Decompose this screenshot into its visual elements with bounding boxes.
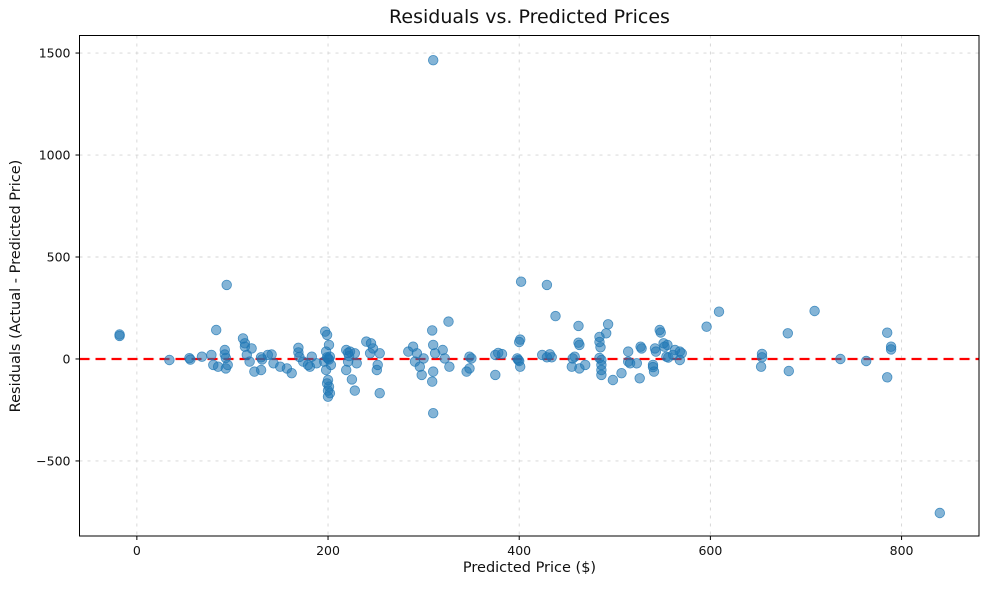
data-point <box>196 351 208 362</box>
data-point <box>602 319 614 330</box>
data-point <box>882 327 893 338</box>
data-point <box>809 305 820 317</box>
data-point <box>351 358 362 369</box>
data-point <box>674 354 686 366</box>
data-point <box>648 366 660 377</box>
data-point <box>444 361 455 372</box>
data-point <box>464 363 475 374</box>
data-point <box>437 344 448 356</box>
y-tick-label: 0 <box>63 351 71 366</box>
data-point <box>783 365 795 377</box>
data-point <box>934 507 946 519</box>
data-point <box>427 376 438 387</box>
data-point <box>636 343 647 354</box>
x-tick-label: 600 <box>698 543 722 558</box>
data-point <box>428 339 439 351</box>
data-point <box>286 368 297 379</box>
data-point <box>515 276 527 287</box>
data-point <box>755 361 767 372</box>
data-point <box>371 364 383 376</box>
data-point <box>595 342 606 353</box>
data-point <box>206 349 217 361</box>
data-point <box>514 336 525 348</box>
data-point <box>882 372 893 383</box>
y-tick-label: 1500 <box>39 46 71 61</box>
data-point <box>427 325 438 336</box>
x-tick-label: 400 <box>507 543 531 558</box>
data-point <box>222 359 233 371</box>
data-point <box>255 364 267 376</box>
data-point <box>114 330 125 342</box>
data-point <box>164 354 175 366</box>
data-point <box>244 356 255 367</box>
data-point <box>418 353 429 364</box>
chart-title: Residuals vs. Predicted Prices <box>389 6 670 28</box>
data-point <box>623 346 634 357</box>
data-point <box>342 356 354 367</box>
data-point <box>266 349 277 360</box>
data-point <box>349 385 361 396</box>
data-point <box>221 279 232 291</box>
data-point <box>601 328 612 339</box>
x-axis-label: Predicted Price ($) <box>462 560 597 576</box>
data-point <box>439 353 450 364</box>
data-point <box>616 368 627 379</box>
data-point <box>320 364 332 376</box>
data-point <box>443 316 454 327</box>
data-point <box>701 321 712 332</box>
data-point <box>349 348 361 359</box>
data-point <box>496 348 508 360</box>
plot-frame <box>79 35 980 537</box>
x-tick-label: 800 <box>890 543 914 558</box>
data-point <box>655 327 666 338</box>
data-point <box>515 361 526 372</box>
data-point <box>541 279 553 291</box>
data-point <box>374 348 385 359</box>
data-point <box>428 408 439 419</box>
x-tick-label: 0 <box>133 543 141 558</box>
data-point <box>756 352 768 363</box>
data-point <box>574 339 585 351</box>
data-point <box>634 373 645 384</box>
data-point <box>713 306 725 317</box>
data-point <box>466 353 477 364</box>
data-point <box>573 320 584 332</box>
data-point <box>782 328 794 339</box>
y-axis-label: Residuals (Actual - Predicted Price) <box>8 159 24 413</box>
data-point <box>861 355 872 367</box>
data-point <box>885 344 897 355</box>
data-point <box>650 346 662 357</box>
data-point <box>596 369 607 381</box>
data-point <box>835 353 846 365</box>
y-tick-label: −500 <box>36 453 70 468</box>
data-point <box>631 358 643 369</box>
data-point <box>428 366 439 377</box>
x-tick-label: 200 <box>316 543 340 558</box>
data-point <box>210 324 222 336</box>
data-point <box>569 351 580 362</box>
data-point <box>490 369 501 381</box>
y-tick-label: 1000 <box>39 148 71 163</box>
data-point <box>341 364 352 376</box>
data-point <box>374 388 385 399</box>
data-point <box>364 348 376 359</box>
data-point <box>346 374 358 385</box>
y-tick-label: 500 <box>47 249 71 264</box>
data-point <box>322 391 334 402</box>
data-point <box>546 352 557 363</box>
data-point <box>662 339 673 351</box>
data-point <box>580 359 591 371</box>
data-point <box>246 343 257 354</box>
data-point <box>321 329 333 341</box>
data-point <box>428 55 439 66</box>
data-point <box>185 354 196 365</box>
data-point <box>607 374 619 386</box>
data-point <box>416 369 427 381</box>
data-point <box>550 310 561 322</box>
